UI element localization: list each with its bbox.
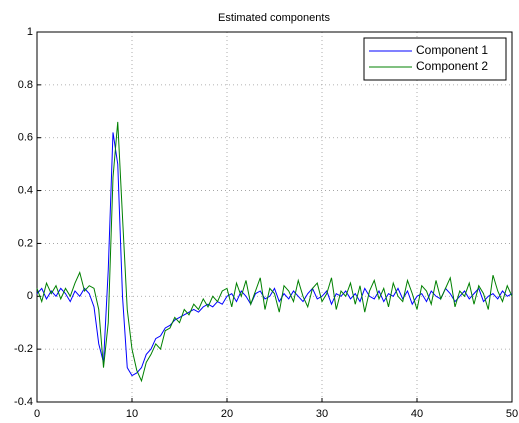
plot-frame — [36, 31, 513, 403]
y-tick-label: 1 — [27, 26, 33, 38]
legend-label: Component 1 — [416, 43, 488, 57]
y-tick-label: 0.4 — [18, 184, 33, 196]
y-tick-label: 0 — [27, 290, 33, 302]
y-tick-label: -0.2 — [14, 343, 33, 355]
legend-box — [363, 37, 507, 81]
y-tick-label: -0.4 — [14, 396, 33, 408]
x-tick-label: 10 — [126, 408, 138, 420]
series-line — [36, 132, 513, 377]
y-tick-label: 0.2 — [18, 237, 33, 249]
x-tick-label: 30 — [316, 408, 328, 420]
y-tick-label: 0.6 — [18, 132, 33, 144]
legend-label: Component 2 — [416, 59, 488, 73]
y-tick-label: 0.8 — [18, 79, 33, 91]
x-tick-label: 0 — [34, 408, 40, 420]
x-tick-label: 50 — [506, 408, 518, 420]
x-tick-label: 40 — [411, 408, 423, 420]
chart-title: Estimated components — [218, 12, 330, 24]
series-line — [36, 121, 513, 383]
x-tick-label: 20 — [221, 408, 233, 420]
